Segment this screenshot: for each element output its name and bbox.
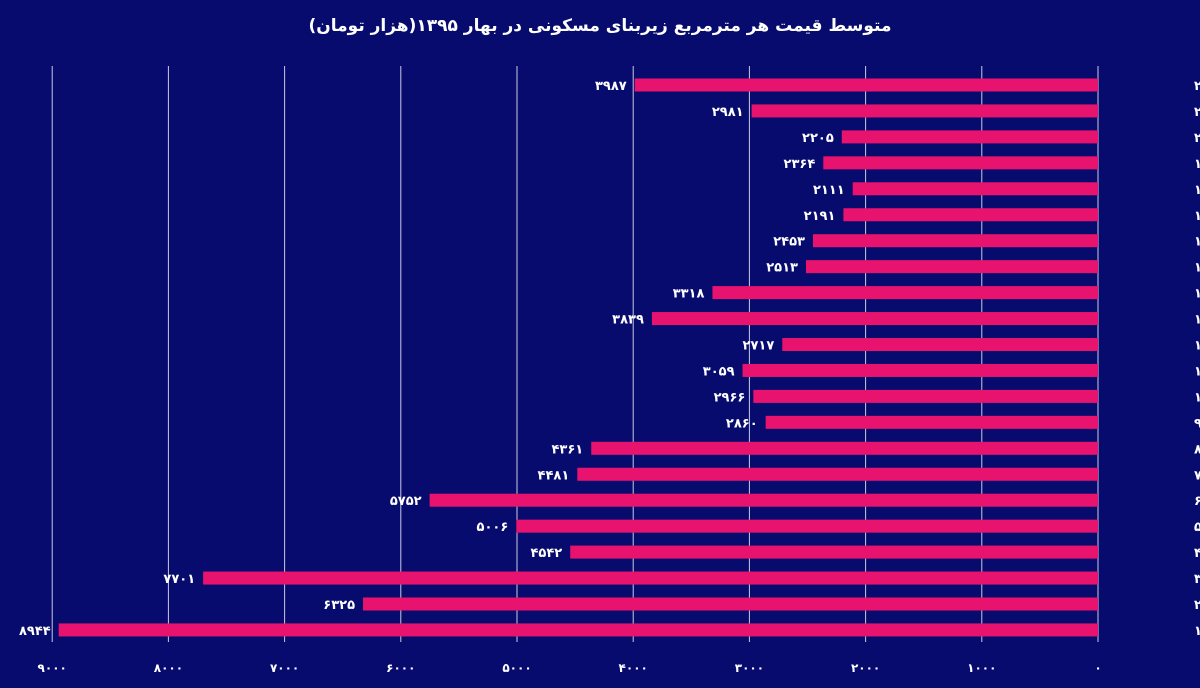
x-tick-label: ۰ xyxy=(1094,661,1101,675)
value-label: ۲۸۶۰ xyxy=(726,416,758,431)
category-label: منطقه ۱۴ xyxy=(1194,287,1200,302)
bar xyxy=(751,104,1098,118)
value-label: ۴۵۴۲ xyxy=(530,546,562,561)
bar xyxy=(570,545,1098,559)
bar xyxy=(812,234,1098,248)
bar xyxy=(843,208,1098,222)
x-tick-label: ۲۰۰۰ xyxy=(851,661,880,675)
category-label: منطقه ۲۲ xyxy=(1194,79,1200,94)
category-label: منطقه ۱ xyxy=(1194,624,1200,639)
category-label: منطقه ۳ xyxy=(1194,572,1200,587)
value-label: ۳۹۸۷ xyxy=(595,79,627,94)
value-label: ۴۳۶۱ xyxy=(552,442,584,457)
category-label: منطقه ۹ xyxy=(1194,416,1200,431)
category-label: منطقه ۲۱ xyxy=(1194,105,1200,120)
category-label: منطقه ۷ xyxy=(1194,468,1200,483)
bar xyxy=(634,78,1098,92)
value-label: ۲۹۶۶ xyxy=(714,390,746,405)
bar xyxy=(823,156,1098,170)
category-label: منطقه ۶ xyxy=(1194,494,1200,509)
value-label: ۲۴۵۳ xyxy=(773,235,805,250)
bar xyxy=(782,338,1098,351)
x-tick-label: ۱۰۰۰ xyxy=(967,661,996,675)
x-tick-label: ۸۰۰۰ xyxy=(154,661,183,675)
x-tick-label: ۷۰۰۰ xyxy=(270,661,299,675)
value-label: ۲۹۸۱ xyxy=(712,105,744,120)
value-labels: ۳۹۸۷ ۲۹۸۱ ۲۲۰۵ ۲۳۶۴ ۲۱۱۱ ۲۱۹۱ ۲۴۵۳ ۲۵۱۳ ۳۳۱۸ ۳۸۳۹… xyxy=(19,79,845,639)
bar xyxy=(852,182,1098,196)
bar xyxy=(651,312,1098,326)
x-tick-label: ۴۰۰۰ xyxy=(619,661,648,675)
category-label: منطقه ۱۶ xyxy=(1194,235,1200,250)
category-label: منطقه ۲ xyxy=(1194,598,1200,613)
bar xyxy=(203,571,1098,585)
chart-title: متوسط قیمت هر مترمربع زیربنای مسکونی در … xyxy=(308,16,891,36)
category-label: مطقه ۱۷ xyxy=(1194,209,1200,224)
value-label: ۳۰۵۹ xyxy=(703,364,735,379)
bar xyxy=(841,130,1098,144)
bar xyxy=(742,363,1098,377)
value-label: ۳۳۱۸ xyxy=(673,287,705,302)
category-label: منطقه ۱۹ xyxy=(1194,157,1200,172)
value-label: ۲۳۶۴ xyxy=(784,157,816,172)
x-axis-ticks: ۰ ۱۰۰۰ ۲۰۰۰ ۳۰۰۰ ۴۰۰۰ ۵۰۰۰ ۶۰۰۰ ۷۰۰۰ ۸۰۰۰ ۹۰۰۰ xyxy=(38,661,1102,675)
value-label: ۲۱۱۱ xyxy=(813,183,845,198)
category-label: منطقه ۱۵ xyxy=(1194,261,1200,276)
value-label: ۸۹۴۴ xyxy=(19,624,51,639)
category-label: منطقه ۱۲ xyxy=(1194,339,1200,354)
category-labels: منطقه ۲۲ منطقه ۲۱ منطقه ۲۰ منطقه ۱۹ منطقه ۱۸… xyxy=(1194,79,1200,639)
bar xyxy=(712,286,1098,300)
x-tick-label: ۹۰۰۰ xyxy=(38,661,67,675)
category-label: منطقه ۱۸ xyxy=(1194,183,1200,198)
value-label: ۵۷۵۲ xyxy=(390,494,422,509)
x-tick-label: ۳۰۰۰ xyxy=(735,661,764,675)
x-tick-label: ۶۰۰۰ xyxy=(386,661,415,675)
value-label: ۴۴۸۱ xyxy=(538,468,570,483)
bar xyxy=(577,467,1098,481)
value-label: ۵۰۰۶ xyxy=(477,520,509,535)
category-label: منطقه ۸ xyxy=(1194,442,1200,457)
bar xyxy=(805,260,1098,274)
bar xyxy=(591,441,1098,455)
value-label: ۲۵۱۳ xyxy=(766,261,798,276)
category-label: منطقه ۲۰ xyxy=(1194,131,1200,146)
bar xyxy=(753,389,1098,403)
value-label: ۲۱۹۱ xyxy=(804,209,836,224)
value-label: ۲۲۰۵ xyxy=(802,131,834,146)
category-label: منطقه ۱۳ xyxy=(1194,313,1200,328)
value-label: ۳۸۳۹ xyxy=(612,313,644,328)
bar xyxy=(363,597,1098,611)
category-label: منطقه ۱۰ xyxy=(1194,390,1200,405)
value-label: ۶۳۲۵ xyxy=(323,598,355,613)
value-label: ۷۷۰۱ xyxy=(163,572,195,587)
x-tick-label: ۵۰۰۰ xyxy=(502,661,531,675)
value-label: ۲۷۱۷ xyxy=(743,339,775,354)
bar xyxy=(765,415,1098,429)
bar xyxy=(58,623,1099,637)
bars xyxy=(58,78,1099,637)
category-label: منطقه ۵ xyxy=(1194,520,1200,535)
bar xyxy=(516,519,1098,533)
category-label: منطقه ۴ xyxy=(1194,546,1200,561)
category-label: منطقه ۱۱ xyxy=(1194,364,1200,379)
bar xyxy=(429,493,1098,507)
